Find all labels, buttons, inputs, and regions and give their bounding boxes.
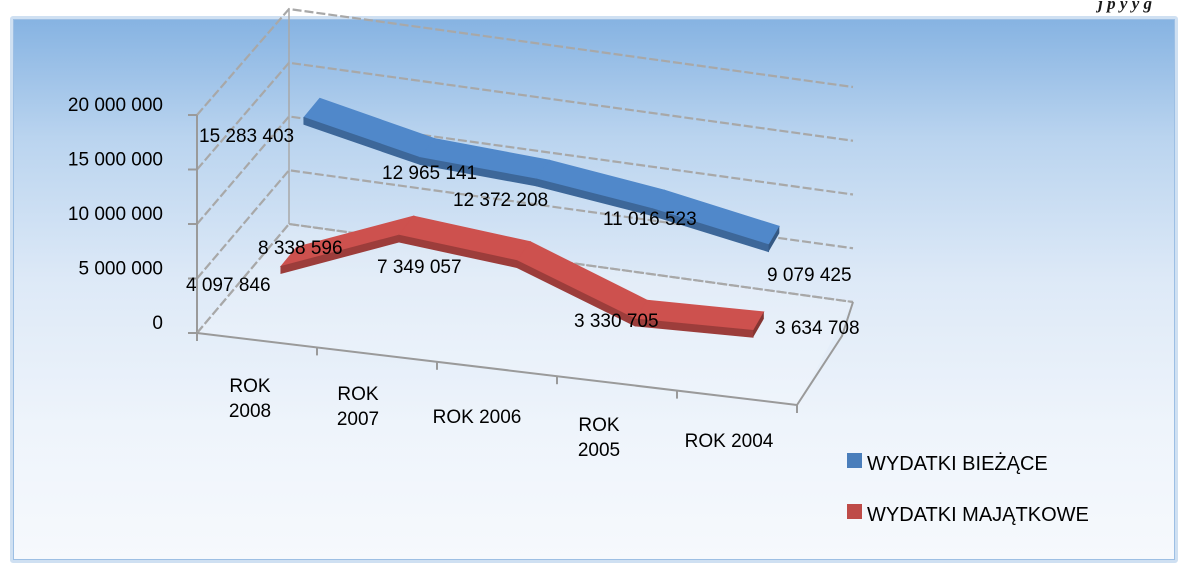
x-tick-label: 2005	[578, 440, 620, 461]
data-label: 12 965 141	[382, 163, 477, 184]
series-ribbon-end	[753, 311, 764, 338]
data-label: 9 079 425	[767, 265, 852, 286]
data-label: 7 349 057	[377, 257, 462, 278]
right-floor-edge	[796, 301, 854, 406]
page-caption: j p y y g	[1098, 0, 1152, 13]
gridline	[196, 61, 854, 171]
y-tick-label: 20 000 000	[68, 95, 163, 116]
y-tick-label: 0	[152, 313, 163, 334]
series-ribbon-end	[768, 226, 780, 252]
plot-floor	[197, 224, 853, 405]
x-tick-label: ROK 2004	[685, 431, 774, 452]
x-tick-label: ROK	[578, 415, 620, 436]
legend-swatch	[847, 453, 862, 468]
gridline	[196, 115, 854, 225]
x-tick-label: ROK	[229, 376, 271, 397]
y-tick-label: 5 000 000	[78, 259, 163, 280]
legend-label: WYDATKI BIEŻĄCE	[867, 452, 1048, 475]
y-tick-label: 10 000 000	[68, 204, 163, 225]
x-tick-label: 2008	[229, 401, 271, 422]
legend-label: WYDATKI MAJĄTKOWE	[867, 504, 1089, 526]
data-label: 11 016 523	[603, 209, 697, 230]
data-label: 15 283 403	[199, 126, 294, 147]
x-tick-label: 2007	[337, 409, 379, 430]
data-label: 3 330 705	[574, 311, 659, 332]
y-tick-label: 15 000 000	[68, 150, 163, 171]
data-label: 4 097 846	[186, 275, 271, 296]
category-axis-line	[196, 332, 798, 406]
legend-swatch	[847, 504, 862, 519]
gridline	[196, 169, 854, 280]
x-tick-label: ROK	[337, 384, 379, 405]
x-tick-label: ROK 2006	[433, 407, 522, 428]
data-label: 8 338 596	[258, 238, 343, 259]
data-label: 3 634 708	[775, 318, 860, 339]
gridline	[196, 7, 854, 116]
data-label: 12 372 208	[453, 190, 548, 211]
